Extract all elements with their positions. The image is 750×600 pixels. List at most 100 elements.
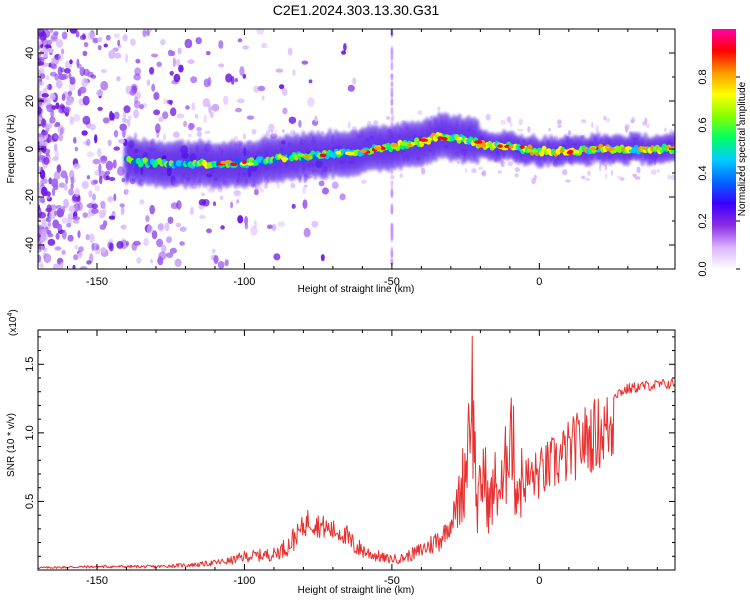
ridge-peak-blob bbox=[335, 151, 341, 155]
spectrogram-noise-blob bbox=[79, 86, 87, 94]
y-tick-label: 0 bbox=[24, 146, 36, 152]
spectrogram-noise-blob bbox=[39, 73, 46, 79]
spectrogram-noise-blob bbox=[224, 259, 229, 267]
spectrogram-noise-blob bbox=[194, 113, 199, 119]
spectrogram-speckle bbox=[204, 130, 211, 134]
spectrogram-noise-blob bbox=[242, 45, 250, 50]
spectrogram-noise-blob bbox=[39, 31, 47, 41]
spectrogram-noise-blob bbox=[320, 254, 325, 262]
spectrogram-noise-blob bbox=[254, 188, 259, 196]
spectrogram-noise-blob bbox=[116, 240, 124, 249]
spectrogram-speckle bbox=[437, 106, 441, 111]
x-tick-label: -150 bbox=[86, 575, 108, 587]
snr-line-layer bbox=[38, 335, 675, 569]
spectrogram-noise-blob bbox=[45, 191, 51, 197]
spectrogram-noise-blob bbox=[41, 130, 48, 136]
spectrogram-speckle bbox=[636, 166, 641, 174]
spectrogram-noise-blob bbox=[100, 155, 108, 162]
snr-ticks: -150 -100 -50 0 0.5 1.0 1.5 bbox=[24, 330, 675, 587]
spectrogram-noise-blob bbox=[100, 69, 107, 74]
spectrogram-noise-blob bbox=[174, 258, 182, 267]
snr-panel: -150 -100 -50 0 0.5 1.0 1.5 Height of straight… bbox=[6, 309, 676, 596]
spectrogram-noise-blob bbox=[117, 39, 121, 47]
spectrogram-speckle bbox=[507, 161, 513, 167]
spectrogram-noise-blob bbox=[72, 113, 81, 123]
x-tick-label: -150 bbox=[86, 276, 108, 288]
spectrogram-noise-blob bbox=[112, 159, 117, 169]
spectrogram-noise-blob bbox=[38, 143, 41, 153]
spectrogram-speckle bbox=[631, 173, 638, 177]
x-tick-label: 0 bbox=[536, 276, 542, 288]
spectrogram-noise-blob bbox=[86, 260, 92, 265]
spectrogram-noise-blob bbox=[88, 190, 93, 198]
spectrogram-noise-blob bbox=[63, 106, 71, 113]
spectrogram-noise-blob bbox=[303, 227, 311, 238]
spectrogram-noise-blob bbox=[113, 193, 117, 202]
spectrogram-noise-blob bbox=[57, 223, 62, 231]
spectrogram-streak-blob bbox=[390, 246, 394, 257]
spectrogram-noise-blob bbox=[287, 47, 293, 56]
spectrogram-noise-blob bbox=[149, 67, 155, 75]
ridge-peak-blob bbox=[224, 160, 232, 164]
spectrogram-speckle bbox=[509, 121, 513, 128]
spectrogram-noise-blob bbox=[89, 233, 95, 243]
spectrogram-noise-blob bbox=[130, 38, 136, 46]
spectrogram-noise-blob bbox=[187, 59, 195, 65]
spectrogram-noise-blob bbox=[113, 111, 120, 120]
spectrogram-speckle bbox=[242, 133, 246, 140]
spectrogram-noise-blob bbox=[273, 253, 281, 261]
spectrogram-noise-blob bbox=[220, 225, 225, 230]
ridge-peak-blob bbox=[657, 147, 663, 151]
spectrogram-speckle bbox=[599, 164, 602, 172]
spectrogram-speckle bbox=[557, 119, 562, 125]
spectrogram-noise-blob bbox=[58, 53, 64, 62]
spectrogram-noise-blob bbox=[212, 201, 217, 207]
spectrogram-speckle bbox=[584, 177, 591, 181]
spectrogram-noise-blob bbox=[237, 215, 244, 224]
ridge-peak-blob bbox=[621, 147, 626, 151]
spectrogram-noise-blob bbox=[67, 234, 74, 242]
spectrogram-noise-blob bbox=[38, 156, 43, 163]
spectrogram-noise-blob bbox=[53, 134, 59, 140]
spectrogram-noise-blob bbox=[119, 123, 127, 132]
spectrogram-noise-blob bbox=[86, 151, 95, 158]
spectrogram-noise-blob bbox=[92, 37, 99, 44]
ridge-peak-blob bbox=[297, 153, 305, 157]
spectrogram-noise-blob bbox=[46, 39, 53, 45]
spectrogram-noise-blob bbox=[78, 251, 83, 257]
spectrogram-noise-blob bbox=[97, 147, 102, 157]
spectrogram-noise-blob bbox=[69, 116, 74, 125]
spectrogram-noise-blob bbox=[183, 120, 188, 128]
spectrogram-noise-blob bbox=[42, 141, 48, 147]
spectrogram-streak-blob bbox=[390, 98, 394, 107]
spectrogram-noise-blob bbox=[56, 164, 62, 173]
spectrogram-noise-blob bbox=[129, 89, 136, 96]
spectrogram-noise-blob bbox=[108, 50, 116, 59]
spectrogram-speckle bbox=[632, 174, 637, 178]
spectrogram-speckle bbox=[567, 130, 572, 136]
spectrogram-noise-blob bbox=[87, 31, 95, 40]
spectrogram-speckle bbox=[514, 173, 519, 178]
spectrogram-noise-blob bbox=[61, 48, 65, 55]
spectrogram-streak-blob bbox=[390, 48, 394, 54]
spectrogram-noise-blob bbox=[202, 98, 211, 108]
spectrogram-speckle bbox=[667, 174, 671, 180]
spectrogram-noise-blob bbox=[50, 108, 55, 119]
spectrogram-noise-blob bbox=[113, 52, 122, 59]
spectrogram-noise-blob bbox=[113, 130, 119, 138]
spectrogram-noise-blob bbox=[190, 207, 194, 216]
spectrogram-noise-blob bbox=[91, 242, 100, 251]
spectrogram-speckle bbox=[664, 127, 667, 132]
spectrogram-noise-blob bbox=[121, 117, 127, 123]
ridge-peak-blob bbox=[497, 144, 503, 148]
spectrogram-noise-blob bbox=[199, 214, 206, 220]
spectrogram-noise-blob bbox=[139, 199, 145, 205]
spectrogram-noise-blob bbox=[69, 29, 78, 34]
ridge-peak-blob bbox=[230, 162, 238, 167]
spectrogram-noise-blob bbox=[162, 133, 167, 141]
spectrogram-noise-blob bbox=[51, 178, 59, 188]
spectrogram-noise-blob bbox=[322, 187, 329, 195]
spectrogram-noise-blob bbox=[206, 228, 212, 234]
spectrogram-noise-blob bbox=[151, 230, 158, 240]
spectrogram-speckle bbox=[606, 118, 611, 123]
